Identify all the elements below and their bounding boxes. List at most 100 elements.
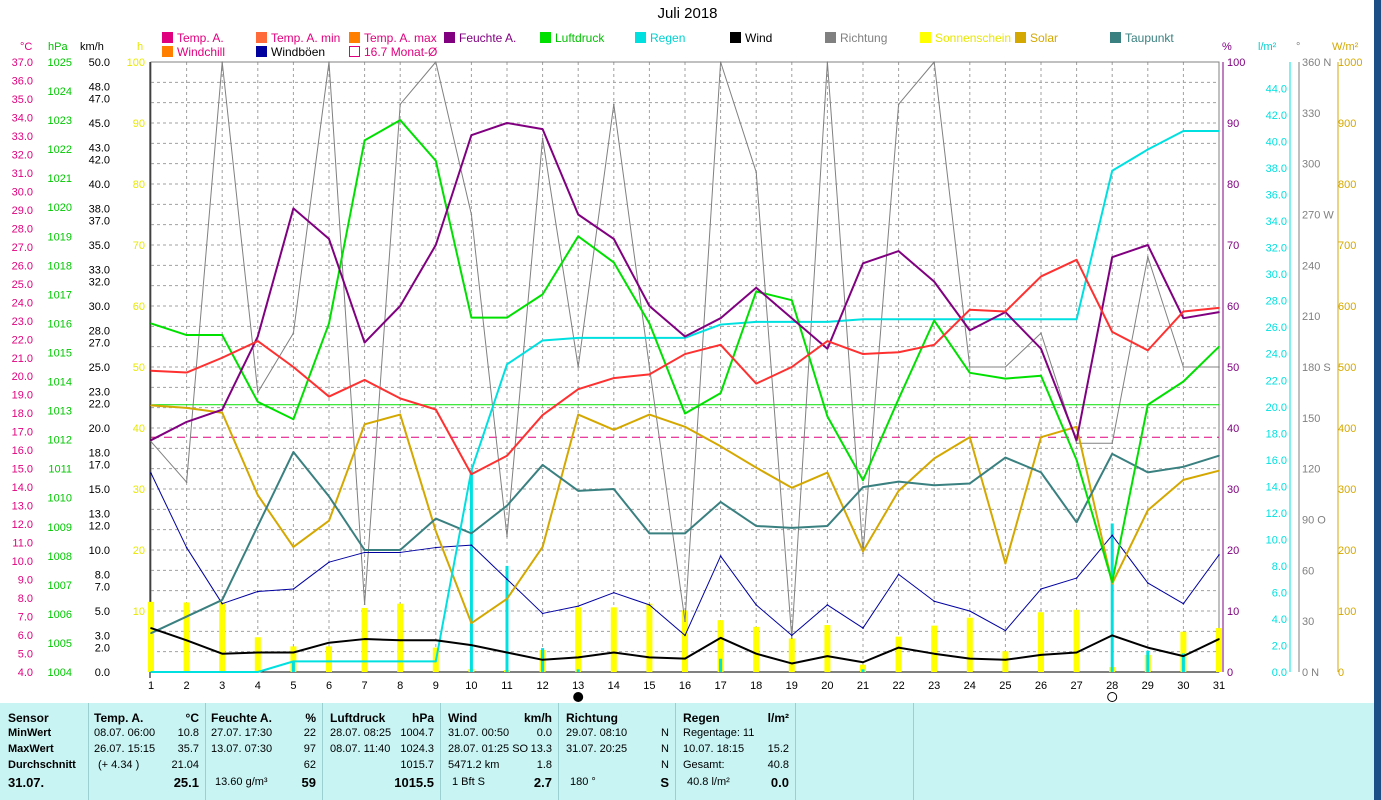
- wind-tick-label: 2.0: [95, 643, 110, 655]
- temperature-line-point: [684, 353, 686, 355]
- gusts-line-point: [1075, 577, 1078, 579]
- row-date-label: 31.07.: [8, 775, 45, 790]
- humidity-line-point: [363, 341, 366, 344]
- wind-line-point: [933, 652, 935, 655]
- x-tick-label: 4: [255, 680, 261, 692]
- temp-unit: °C: [185, 711, 199, 725]
- temp-tick-label: 32.0: [12, 149, 33, 161]
- dewpoint-line-point: [1111, 453, 1113, 455]
- rain-cumulative-line-point: [755, 321, 757, 323]
- pressure-tick-label: 1012: [48, 435, 72, 447]
- pressure-line-point: [791, 299, 793, 301]
- wind-line-point: [292, 651, 295, 654]
- x-tick-label: 28: [1106, 680, 1118, 692]
- humidity-line-point: [613, 238, 615, 240]
- humidity-line-point: [257, 335, 259, 338]
- unit-celsius: °C: [20, 41, 33, 53]
- temperature-line-point: [541, 414, 544, 416]
- direction-line-point: [1111, 442, 1113, 445]
- temp-tick-label: 20.0: [12, 371, 33, 383]
- humidity-line-point: [862, 262, 864, 265]
- solar-line-point: [613, 429, 615, 431]
- col-wind: Wind km/h 31.07. 00:50 0.0 28.07. 01:25 …: [440, 703, 559, 800]
- solar-line-point: [1004, 562, 1007, 565]
- press-max-value: 1024.3: [400, 743, 434, 755]
- hum-min-time: 27.07. 17:30: [211, 727, 273, 739]
- sunshine-bar: [1180, 631, 1187, 672]
- wind-line-point: [577, 656, 579, 659]
- x-tick-label: 9: [433, 680, 439, 692]
- x-tick-label: 5: [290, 680, 296, 692]
- x-tick-label: 31: [1213, 680, 1225, 692]
- wind-tick-label: 10.0: [89, 545, 110, 557]
- rain-daily-bar: [719, 658, 723, 672]
- humidity-line-point: [933, 280, 935, 283]
- rain-cumulative-line-point: [648, 337, 651, 339]
- wind-tick-label: 37.0: [89, 216, 110, 228]
- direction-tick-label: 330: [1302, 108, 1320, 120]
- humidity-line-point: [185, 421, 188, 423]
- wind-line-point: [399, 639, 402, 642]
- humidity-tick-label: 20: [1227, 545, 1239, 557]
- wind-line-point: [506, 651, 508, 654]
- pressure-line-point: [1040, 374, 1042, 377]
- sunshine-tick-label: 80: [133, 179, 145, 191]
- rain-daily-bar: [1146, 650, 1150, 672]
- dir-current: S: [660, 775, 669, 790]
- dewpoint-line-point: [470, 532, 473, 535]
- dir-avg-value: N: [661, 759, 669, 771]
- direction-line-point: [1182, 366, 1185, 368]
- dewpoint-line-point: [1147, 471, 1149, 474]
- solar-tick-label: 600: [1338, 301, 1356, 313]
- legend-wind: Wind: [730, 31, 772, 45]
- solar-line-point: [684, 425, 686, 428]
- temp-tick-label: 16.0: [12, 445, 33, 457]
- wind-tick-label: 0.0: [95, 667, 110, 679]
- wind-tick-label: 35.0: [89, 240, 110, 252]
- row-min-label: MinWert: [8, 727, 52, 739]
- pressure-line-point: [684, 412, 686, 415]
- press-avg-value: 1015.7: [400, 759, 434, 771]
- temperature-line-point: [292, 366, 295, 368]
- dewpoint-line-point: [755, 525, 757, 527]
- wind-line-point: [363, 638, 366, 640]
- pressure-line-point: [1218, 345, 1220, 348]
- dewpoint-line-point: [1218, 454, 1220, 457]
- legend-windchill: Windchill: [162, 45, 225, 59]
- dewpoint-line-point: [150, 632, 152, 634]
- x-tick-label: 24: [964, 680, 976, 692]
- solar-line-point: [150, 404, 152, 407]
- gusts-line-point: [363, 551, 366, 554]
- humidity-line-point: [1040, 347, 1042, 350]
- rain-tick-label: 44.0: [1266, 84, 1287, 96]
- rain-cumulative-line-point: [363, 660, 366, 663]
- sunshine-tick-label: 10: [133, 606, 145, 618]
- humidity-line-point: [1218, 311, 1220, 313]
- pressure-tick-label: 1013: [48, 406, 72, 418]
- x-tick-label: 2: [184, 680, 190, 692]
- temperature-line-point: [791, 366, 793, 368]
- temperature-line-point: [257, 340, 259, 342]
- solar-tick-label: 400: [1338, 423, 1356, 435]
- rain-cumulative-line-point: [506, 363, 508, 366]
- solar-line-point: [435, 530, 437, 532]
- wind-tick-label: 15.0: [89, 484, 110, 496]
- solar-line-point: [1111, 582, 1113, 585]
- rain-max-time: 10.07. 18:15: [683, 743, 745, 755]
- solar-line-point: [1075, 425, 1078, 428]
- rain-tick-label: 38.0: [1266, 163, 1287, 175]
- wind-tick-label: 5.0: [95, 606, 110, 618]
- direction-tick-label: 0 N: [1302, 667, 1319, 679]
- direction-tick-label: 180 S: [1302, 362, 1331, 374]
- humidity-line-point: [1075, 439, 1078, 442]
- x-tick-label: 8: [397, 680, 403, 692]
- humidity-line-point: [541, 128, 544, 130]
- wind-beaufort: 1 Bft S: [452, 776, 486, 788]
- dewpoint-line-point: [399, 549, 402, 551]
- wind-line-point: [1218, 638, 1220, 640]
- temp-avg-note: (+ 4.34 ): [98, 759, 140, 771]
- press-unit: hPa: [411, 711, 434, 725]
- wind-line-point: [719, 637, 722, 639]
- hum-max-time: 13.07. 07:30: [211, 743, 273, 755]
- humidity-line-point: [791, 317, 793, 320]
